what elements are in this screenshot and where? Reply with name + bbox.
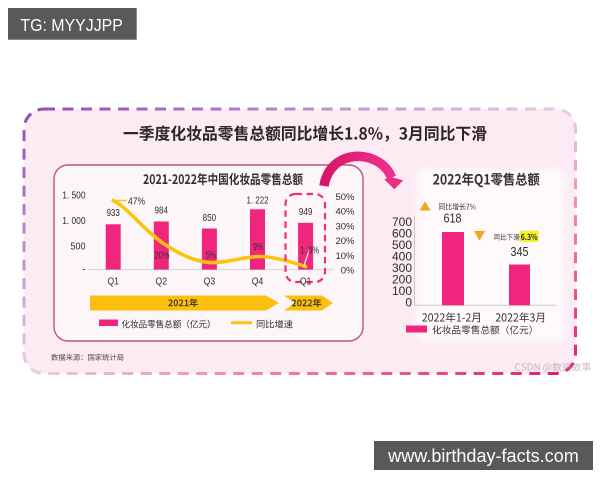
svg-text:100: 100 [392,284,412,298]
svg-text:300: 300 [392,261,412,275]
svg-text:850: 850 [203,212,217,224]
svg-text:47%: 47% [128,197,145,208]
svg-text:500: 500 [71,241,86,252]
svg-text:30%: 30% [335,221,355,232]
svg-text:9%: 9% [253,242,263,253]
svg-text:40%: 40% [335,207,355,218]
svg-text:Q2: Q2 [156,277,168,288]
svg-text:1. 222: 1. 222 [247,194,269,206]
svg-text:10%: 10% [335,251,355,262]
svg-text:-: - [82,265,85,276]
svg-text:20%: 20% [335,236,355,247]
svg-text:618: 618 [444,212,462,226]
svg-text:TG: MYYJJPP: TG: MYYJJPP [20,15,123,35]
svg-text:400: 400 [392,250,412,264]
svg-text:20%: 20% [155,250,170,261]
svg-text:600: 600 [392,227,412,241]
svg-text:0%: 0% [341,266,355,277]
svg-text:949: 949 [299,206,313,218]
svg-text:50%: 50% [335,192,355,203]
svg-text:Q1: Q1 [300,277,312,288]
svg-text:500: 500 [392,238,412,252]
svg-text:www.birthday-facts.com: www.birthday-facts.com [387,446,579,466]
svg-text:1. 500: 1. 500 [62,191,86,202]
svg-text:Q1: Q1 [107,277,119,288]
svg-text:0: 0 [405,296,412,310]
svg-text:1. 000: 1. 000 [62,216,86,227]
svg-text:200: 200 [392,273,412,287]
svg-text:Q3: Q3 [204,277,216,288]
svg-text:345: 345 [511,245,529,259]
svg-text:1. 8%: 1. 8% [300,246,319,257]
svg-text:700: 700 [392,215,412,229]
svg-text:984: 984 [155,204,169,216]
svg-text:5%: 5% [206,250,216,261]
svg-text:933: 933 [106,207,120,219]
svg-text:Q4: Q4 [252,277,264,288]
